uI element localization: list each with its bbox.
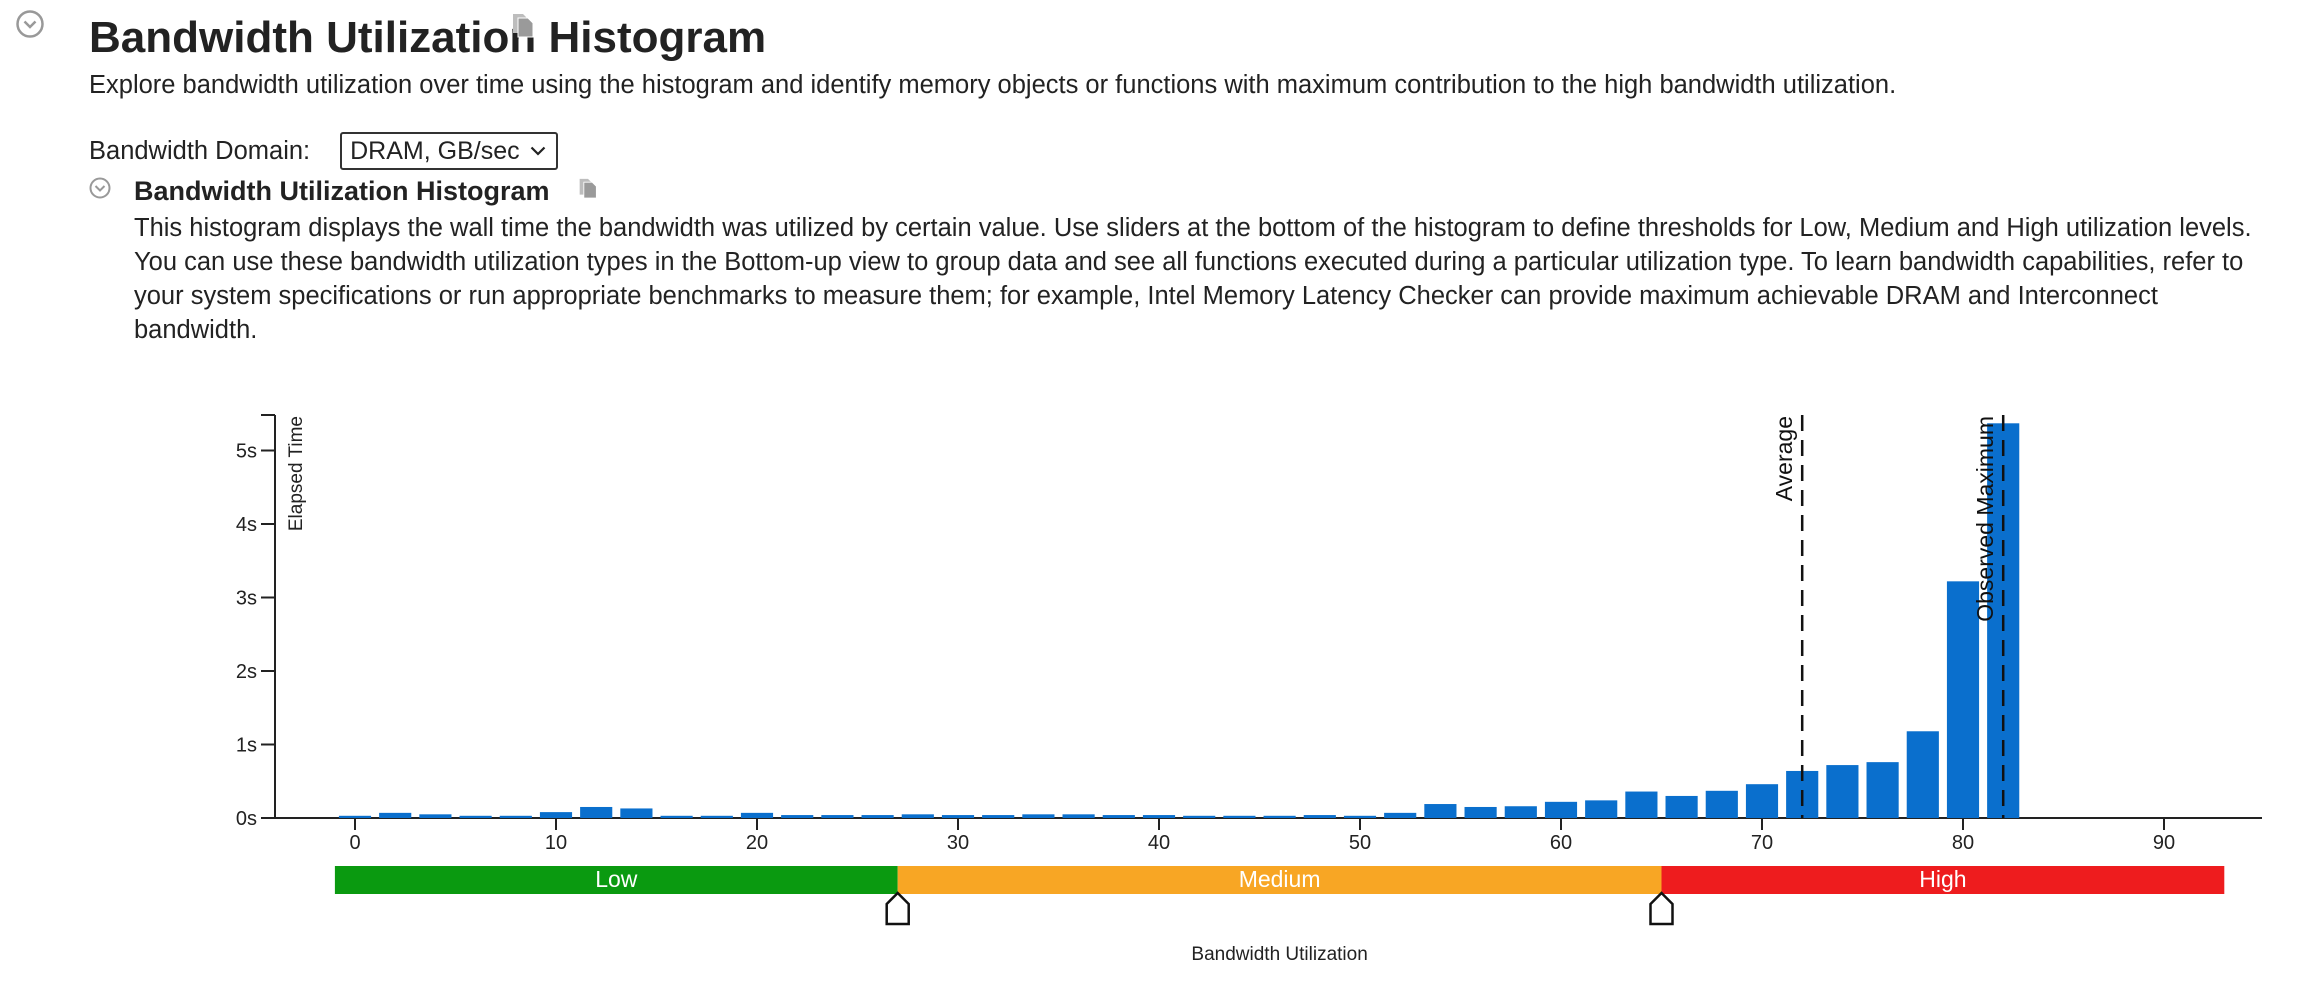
histogram-description: This histogram displays the wall time th… bbox=[134, 214, 2252, 344]
x-tick-label: 20 bbox=[746, 832, 768, 854]
collapse-section-icon[interactable] bbox=[16, 10, 44, 38]
threshold-low-segment bbox=[334, 866, 898, 894]
threshold-medium-label: Medium bbox=[1239, 866, 1321, 892]
histogram-bar bbox=[1625, 791, 1658, 818]
histogram-bar bbox=[1866, 762, 1899, 818]
histogram-bar bbox=[419, 814, 452, 818]
histogram-bar bbox=[1906, 731, 1939, 818]
x-tick-label: 30 bbox=[947, 832, 969, 854]
y-tick-label: 5s bbox=[236, 441, 257, 463]
histogram-bar bbox=[1504, 806, 1537, 818]
copy-icon[interactable] bbox=[511, 12, 535, 38]
histogram-bar bbox=[1705, 790, 1738, 818]
histogram-bar bbox=[781, 815, 814, 818]
marker-label: Average bbox=[1771, 416, 1797, 501]
histogram-bar bbox=[1826, 765, 1859, 818]
histogram-bar bbox=[1142, 815, 1176, 818]
threshold-high-label: High bbox=[1919, 866, 1966, 892]
histogram-bar bbox=[1022, 814, 1055, 818]
x-axis-label: Bandwidth Utilization bbox=[1191, 944, 1367, 965]
y-tick-label: 4s bbox=[236, 514, 257, 536]
x-tick-label: 50 bbox=[1349, 832, 1371, 854]
histogram-bar bbox=[1263, 815, 1296, 818]
histogram-bar bbox=[861, 815, 894, 818]
x-tick-label: 80 bbox=[1952, 832, 1974, 854]
histogram-bar bbox=[580, 806, 613, 818]
histogram-bar bbox=[1183, 815, 1216, 818]
histogram-bar bbox=[620, 808, 653, 818]
histogram-bar bbox=[1223, 815, 1256, 818]
histogram-bar bbox=[982, 815, 1015, 818]
threshold-slider-handle[interactable] bbox=[885, 891, 910, 926]
histogram-bar bbox=[1062, 814, 1095, 818]
x-tick-label: 40 bbox=[1148, 832, 1170, 854]
histogram-bar bbox=[1424, 804, 1457, 818]
chevron-down-icon bbox=[530, 146, 545, 156]
histogram-bar bbox=[1665, 795, 1698, 818]
bandwidth-domain-value: DRAM, GB/sec bbox=[350, 136, 520, 165]
histogram-bar bbox=[1464, 806, 1497, 818]
histogram-bar bbox=[1102, 815, 1135, 818]
histogram-bar bbox=[1544, 801, 1578, 818]
x-tick-label: 70 bbox=[1751, 832, 1773, 854]
histogram-bar bbox=[459, 815, 492, 818]
y-tick-label: 3s bbox=[236, 588, 257, 610]
marker-label: Observed Maximum bbox=[1972, 416, 1998, 622]
histogram-bar bbox=[338, 815, 372, 818]
y-axis-label: Elapsed Time bbox=[286, 416, 307, 531]
histogram-bar bbox=[539, 812, 573, 818]
histogram-bar bbox=[1946, 581, 1980, 818]
histogram-bar bbox=[379, 812, 412, 818]
page-title: Bandwidth Utilization Histogram bbox=[89, 13, 767, 62]
threshold-medium-segment bbox=[897, 866, 1662, 894]
collapse-subsection-icon[interactable] bbox=[89, 177, 111, 199]
histogram-bar bbox=[941, 815, 975, 818]
histogram-bar bbox=[901, 814, 934, 818]
page-description: Explore bandwidth utilization over time … bbox=[89, 71, 1897, 99]
histogram-bar bbox=[660, 815, 693, 818]
bandwidth-domain-row: Bandwidth Domain: DRAM, GB/sec bbox=[89, 130, 558, 172]
histogram-title: Bandwidth Utilization Histogram bbox=[134, 176, 550, 206]
threshold-high-segment bbox=[1661, 866, 2225, 894]
histogram-bar bbox=[700, 815, 733, 818]
histogram-bar bbox=[1303, 815, 1336, 818]
x-tick-label: 90 bbox=[2153, 832, 2175, 854]
histogram-bar bbox=[740, 812, 774, 818]
histogram-bar bbox=[1585, 800, 1618, 818]
threshold-low-label: Low bbox=[595, 866, 638, 892]
y-tick-label: 2s bbox=[236, 661, 257, 683]
histogram-bar bbox=[499, 815, 532, 818]
bandwidth-domain-select[interactable]: DRAM, GB/sec bbox=[340, 132, 558, 170]
x-tick-label: 0 bbox=[349, 832, 360, 854]
copy-icon[interactable] bbox=[578, 177, 598, 199]
histogram-bar bbox=[821, 815, 854, 818]
x-tick-label: 10 bbox=[545, 832, 567, 854]
histogram-bar bbox=[1343, 815, 1377, 818]
y-tick-label: 0s bbox=[236, 808, 257, 830]
y-tick-label: 1s bbox=[236, 735, 257, 757]
histogram-bar bbox=[1384, 812, 1417, 818]
threshold-slider-handle[interactable] bbox=[1649, 891, 1674, 926]
bandwidth-domain-label: Bandwidth Domain: bbox=[89, 136, 311, 165]
histogram-bar bbox=[1745, 784, 1779, 818]
x-tick-label: 60 bbox=[1550, 832, 1572, 854]
